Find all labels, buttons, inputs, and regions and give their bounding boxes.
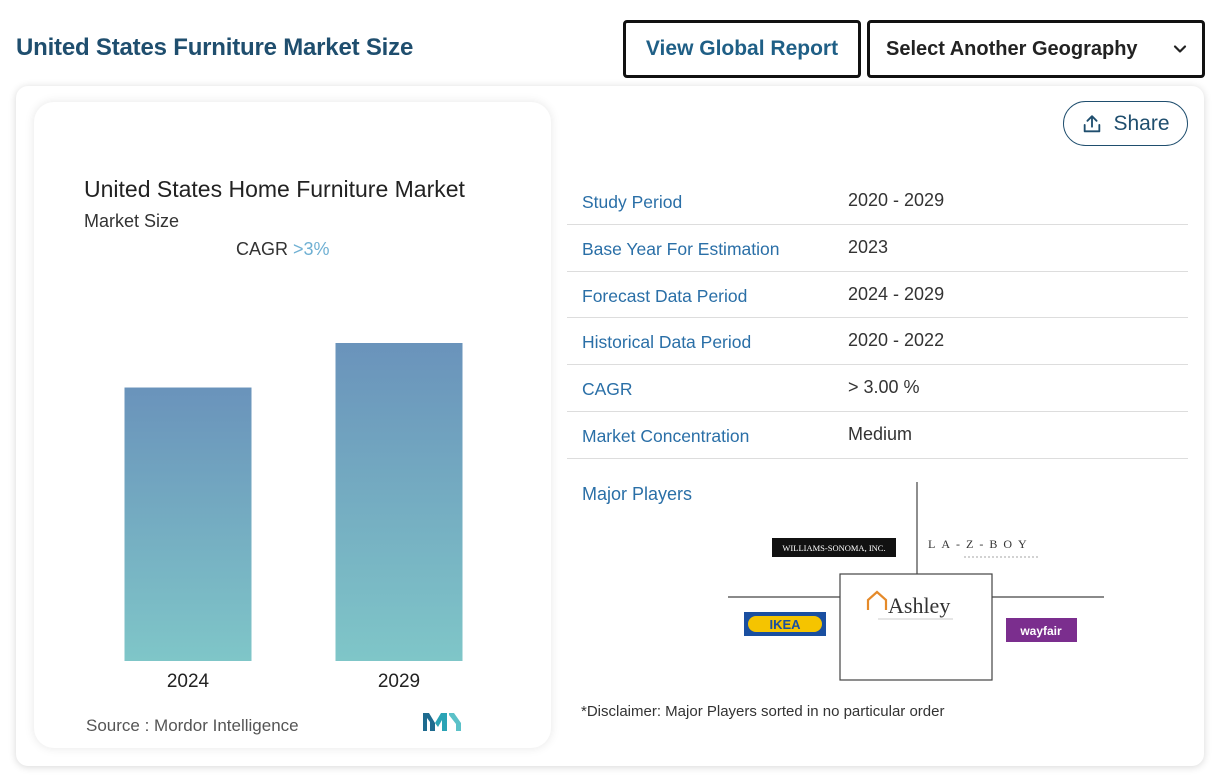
info-label: Forecast Data Period xyxy=(582,285,748,306)
info-value: 2020 - 2029 xyxy=(848,190,945,210)
bar-chart: 2024 2029 xyxy=(124,343,463,692)
chart-card xyxy=(34,102,551,748)
info-label: Historical Data Period xyxy=(582,332,752,353)
bar-2024 xyxy=(124,387,252,661)
select-geography-dropdown[interactable]: Select Another Geography xyxy=(867,20,1205,78)
info-row-base-year: Base Year For Estimation 2023 xyxy=(567,225,1188,272)
ikea-text: IKEA xyxy=(769,617,801,632)
ashley-text: Ashley xyxy=(888,593,950,618)
lazboy-text: LA-Z-BOY xyxy=(928,537,1033,551)
info-row-historical-period: Historical Data Period 2020 - 2022 xyxy=(567,318,1188,366)
info-label: Base Year For Estimation xyxy=(582,238,780,259)
ikea-logo: IKEA xyxy=(744,612,826,636)
cagr-value: >3% xyxy=(293,239,330,259)
major-players-graphic: WILLIAMS-SONOMA, INC. LA-Z-BOY Ashley IK… xyxy=(728,482,1104,681)
williams-sonoma-text: WILLIAMS-SONOMA, INC. xyxy=(782,543,885,553)
share-upload-icon xyxy=(1084,114,1101,132)
chart-cagr: CAGR >3% xyxy=(236,239,330,260)
bars-group: 2024 2029 xyxy=(124,343,463,692)
x-tick-label-2024: 2024 xyxy=(167,671,210,692)
chart-subtitle: Market Size xyxy=(84,211,180,231)
market-info-table: Study Period 2020 - 2029 Base Year For E… xyxy=(567,178,1188,459)
info-value: 2020 - 2022 xyxy=(848,330,945,351)
info-value: Medium xyxy=(848,423,913,444)
wayfair-text: wayfair xyxy=(1019,624,1062,638)
page-title: United States Furniture Market Size xyxy=(16,34,414,61)
major-players-title: Major Players xyxy=(582,484,693,504)
view-global-report-button[interactable]: View Global Report xyxy=(623,20,861,78)
info-label: CAGR xyxy=(582,379,633,400)
lazboy-logo: LA-Z-BOY xyxy=(928,537,1038,558)
share-label: Share xyxy=(1113,111,1170,135)
mordor-logo-icon xyxy=(423,713,461,731)
cagr-label: CAGR xyxy=(236,239,289,259)
info-value: 2024 - 2029 xyxy=(848,283,945,304)
chevron-down-icon xyxy=(1173,45,1187,53)
x-tick-label-2029: 2029 xyxy=(378,671,420,692)
wayfair-logo: wayfair xyxy=(1006,618,1077,642)
info-row-study-period: Study Period 2020 - 2029 xyxy=(567,178,1188,225)
chart-title: United States Home Furniture Market xyxy=(84,176,465,202)
info-row-forecast-period: Forecast Data Period 2024 - 2029 xyxy=(567,272,1188,319)
info-label: Study Period xyxy=(582,192,683,212)
view-global-report-label: View Global Report xyxy=(645,37,839,60)
info-row-market-concentration: Market Concentration Medium xyxy=(567,412,1188,459)
ashley-logo: Ashley xyxy=(866,590,953,620)
chart-source: Source : Mordor Intelligence xyxy=(86,716,299,735)
info-row-cagr: CAGR > 3.00 % xyxy=(567,365,1188,412)
share-button[interactable]: Share xyxy=(1063,101,1188,146)
info-value: > 3.00 % xyxy=(848,377,920,398)
info-value: 2023 xyxy=(848,236,889,257)
select-geography-label: Select Another Geography xyxy=(886,37,1138,60)
info-label: Market Concentration xyxy=(582,425,750,446)
williams-sonoma-logo: WILLIAMS-SONOMA, INC. xyxy=(772,538,896,557)
bar-2029 xyxy=(335,343,463,661)
players-disclaimer: *Disclaimer: Major Players sorted in no … xyxy=(581,703,945,720)
